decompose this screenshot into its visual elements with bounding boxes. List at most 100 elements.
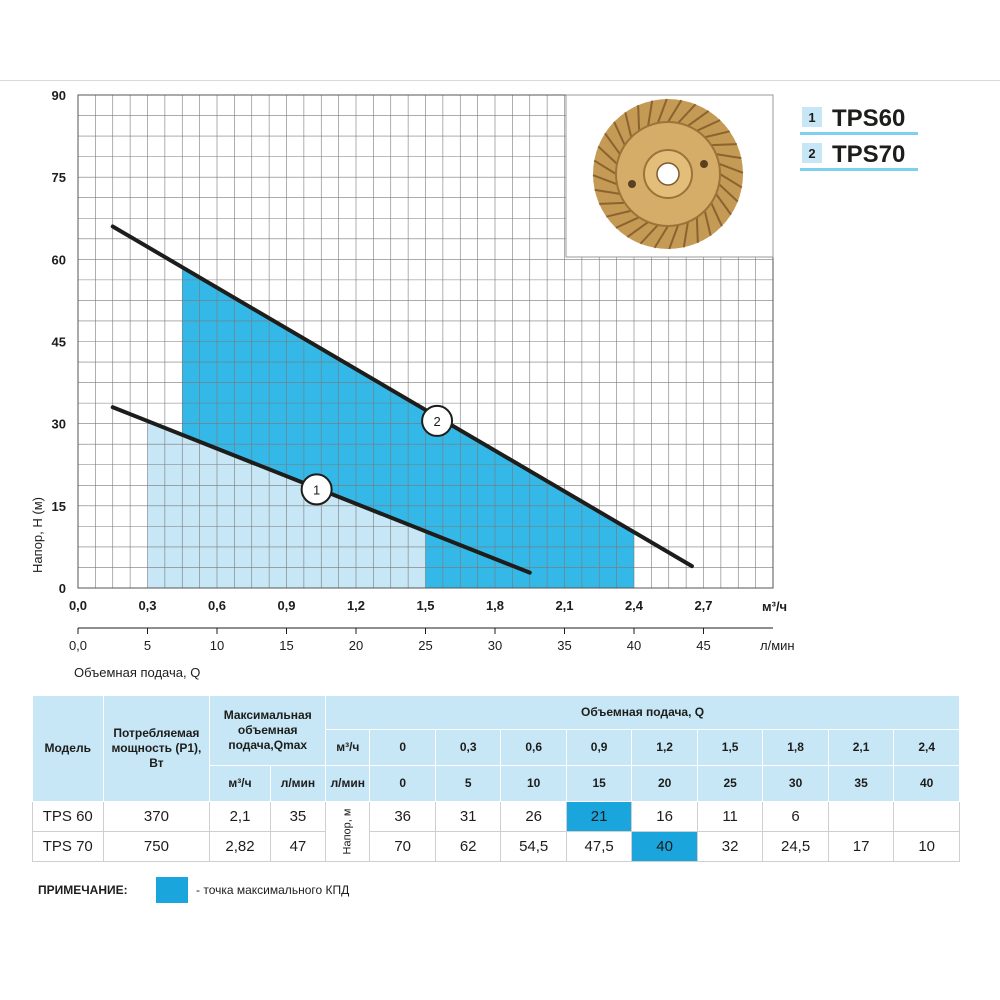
impeller-blade: [613, 121, 626, 146]
note: ПРИМЕЧАНИЕ: - точка максимального КПД: [38, 876, 349, 904]
head-value-cell: 54,5: [500, 831, 567, 862]
x-tick-label-lmin: 10: [210, 638, 224, 653]
legend-number-1: 1: [808, 110, 815, 125]
model-cell: TPS 60: [32, 801, 104, 832]
impeller-blade: [711, 143, 737, 147]
unit-m3h-cell: м³/ч: [325, 729, 371, 766]
head-value-cell: 11: [696, 801, 764, 832]
head-label: Напор, м: [341, 808, 354, 854]
head-value-cell: 24,5: [762, 831, 829, 862]
impeller-blade: [695, 217, 699, 243]
qmax-m3h-cell: 2,1: [209, 801, 271, 832]
y-tick-label: 90: [52, 88, 66, 103]
legend-number-2: 2: [808, 146, 815, 161]
impeller-blade: [687, 110, 710, 127]
note-text: - точка максимального КПД: [196, 883, 350, 897]
impeller-blade: [656, 98, 668, 124]
x-tick-label-lmin: 0,0: [69, 638, 87, 653]
flow-lmin-header: 5: [434, 765, 502, 802]
head-value-cell: 6: [762, 801, 829, 832]
flow-m3h-header: 0,3: [434, 729, 502, 766]
impeller-blade: [639, 224, 659, 245]
power-cell: 750: [102, 831, 211, 862]
head-value-cell: 40: [631, 831, 698, 862]
head-label-cell: Напор, м: [325, 801, 371, 862]
flow-m3h-header: 1,5: [696, 729, 764, 766]
impeller-blade: [710, 202, 723, 227]
x-unit-m3h: м³/ч: [762, 599, 787, 614]
flow-m3h-header: 0,6: [500, 729, 567, 766]
impeller-blade: [718, 162, 744, 174]
flow-lmin-header: 40: [893, 765, 960, 802]
x-tick-label-m3h: 1,8: [486, 598, 504, 613]
y-tick-label: 60: [52, 252, 66, 267]
impeller-blade: [715, 193, 732, 216]
qmax-m3h-cell: 2,82: [209, 831, 271, 862]
impeller-blade: [703, 210, 712, 236]
x-tick-label-lmin: 45: [696, 638, 710, 653]
flow-lmin-header: 35: [827, 765, 895, 802]
impeller-bore: [656, 162, 680, 186]
model-cell: TPS 70: [32, 831, 104, 862]
impeller-hole: [700, 160, 708, 168]
legend-swatch-1: [802, 107, 822, 127]
legend-name-tps60: TPS60: [832, 105, 905, 132]
head-value-cell: 62: [434, 831, 502, 862]
x-tick-label-lmin: 15: [279, 638, 293, 653]
y-tick-label: 0: [59, 581, 66, 596]
flow-lmin-header: 10: [500, 765, 567, 802]
flow-m3h-header: 1,8: [762, 729, 829, 766]
impeller-blade: [606, 209, 632, 218]
qmax-unit-m3h: м³/ч: [209, 765, 271, 802]
impeller-blade: [615, 216, 640, 229]
top-divider: [0, 80, 1000, 81]
flow-lmin-header: 20: [631, 765, 698, 802]
impeller-blade: [667, 99, 683, 123]
flow-lmin-header: 25: [696, 765, 764, 802]
y-tick-label: 30: [52, 417, 66, 432]
x-tick-label-m3h: 1,2: [347, 598, 365, 613]
head-value-cell: [827, 801, 895, 832]
x-tick-label-lmin: 25: [418, 638, 432, 653]
series-line-tps70: [110, 224, 694, 569]
y-axis-label: Напор, H (м): [30, 497, 45, 573]
impeller-blade: [592, 174, 618, 186]
curve-marker-2: [421, 404, 454, 437]
flow-lmin-header: 0: [369, 765, 436, 802]
x-tick-label-lmin: 30: [488, 638, 502, 653]
y-tick-label: 75: [52, 170, 66, 185]
curve-marker-label-1: 1: [313, 482, 320, 497]
x-tick-label-m3h: 0,0: [69, 598, 87, 613]
head-value-cell: 17: [827, 831, 895, 862]
x-tick-label-lmin: 20: [349, 638, 363, 653]
impeller-blade: [715, 153, 742, 160]
x-tick-label-lmin: 5: [144, 638, 151, 653]
x-tick-label-m3h: 0,9: [277, 598, 295, 613]
head-value-cell: [893, 801, 960, 832]
flow-m3h-header: 0,9: [565, 729, 633, 766]
impeller-blade: [647, 100, 654, 127]
spec-table: Модель Потребляемая мощность (P1), Вт Ма…: [32, 695, 960, 862]
impeller-blade: [653, 225, 669, 249]
legend-underline-2: [800, 168, 918, 171]
impeller-blade: [593, 159, 617, 175]
x-tick-label-lmin: 35: [557, 638, 571, 653]
qmax-unit-lmin: л/мин: [269, 765, 327, 802]
table-row: TPS 60 370 2,1 35 Напор, м 36 31 26 21 16 11 6: [32, 801, 960, 862]
head-value-cell: 26: [500, 801, 567, 832]
power-cell: 370: [102, 801, 211, 832]
x-tick-label-lmin: 40: [627, 638, 641, 653]
x-tick-label-m3h: 1,5: [416, 598, 434, 613]
head-value-cell: 16: [631, 801, 698, 832]
table-row: TPS 70 750 2,82 47 70 62 54,5 47,5 40 32 24,5 17 10: [32, 831, 960, 862]
header-flow: Объемная подача, Q: [325, 695, 960, 730]
legend-swatch-2: [802, 143, 822, 163]
flow-m3h-header: 0: [369, 729, 436, 766]
head-value-cell: 47,5: [565, 831, 633, 862]
head-value-cell: 70: [369, 831, 436, 862]
impeller-blade: [626, 221, 649, 238]
qmax-lmin-cell: 47: [269, 831, 327, 862]
impeller-blade: [597, 145, 618, 165]
y-tick-label: 45: [52, 335, 66, 350]
